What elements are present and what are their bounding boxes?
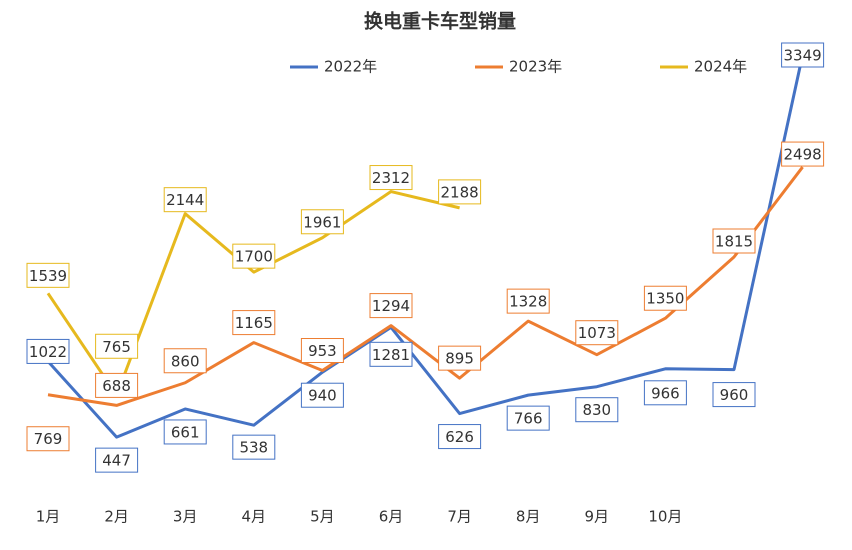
data-label-box: [438, 345, 482, 371]
data-label-box: [163, 419, 207, 445]
x-tick-label: 8月: [516, 508, 541, 526]
data-label: 953: [308, 342, 337, 360]
data-label: 688: [102, 377, 131, 395]
data-label-box: [643, 285, 687, 311]
data-label: 1815: [715, 232, 753, 250]
legend-label: 2023年: [509, 58, 562, 76]
data-label-box: [95, 372, 139, 398]
data-label-box: [369, 341, 413, 367]
chart-title: 换电重卡车型销量: [364, 10, 516, 33]
data-label-box: [712, 228, 756, 254]
data-label-box: [26, 338, 70, 364]
data-label-box: [95, 447, 139, 473]
data-label: 1165: [235, 314, 273, 332]
x-tick-label: 2月: [104, 508, 129, 526]
data-label: 1539: [29, 267, 67, 285]
data-label-box: [438, 424, 482, 450]
data-label: 765: [102, 338, 131, 356]
data-label: 1350: [646, 290, 684, 308]
data-label-box: [781, 141, 825, 167]
data-label-box: [575, 397, 619, 423]
data-label-box: [95, 333, 139, 359]
x-tick-label: 6月: [379, 508, 404, 526]
legend-label: 2024年: [694, 58, 747, 76]
data-label-box: [300, 209, 344, 235]
data-label: 661: [171, 423, 200, 441]
data-label-box: [438, 179, 482, 205]
data-label: 1022: [29, 343, 67, 361]
data-label: 2144: [166, 191, 204, 209]
data-label: 2498: [784, 146, 822, 164]
data-label: 1281: [372, 346, 410, 364]
data-label: 769: [34, 430, 63, 448]
data-label-box: [506, 405, 550, 431]
data-label-box: [232, 243, 276, 269]
data-label: 830: [582, 401, 611, 419]
data-label-box: [575, 320, 619, 346]
data-label-box: [643, 380, 687, 406]
data-label-box: [232, 434, 276, 460]
data-label-box: [232, 310, 276, 336]
data-label-box: [163, 348, 207, 374]
x-tick-label: 4月: [242, 508, 267, 526]
data-label-box: [506, 288, 550, 314]
x-tick-label: 10月: [648, 508, 682, 526]
data-label: 1073: [578, 324, 616, 342]
series-line: [46, 54, 805, 439]
x-tick-label: 7月: [447, 508, 472, 526]
legend-label: 2022年: [324, 58, 377, 76]
data-label: 538: [239, 439, 268, 457]
data-label: 960: [720, 386, 749, 404]
data-label-box: [712, 382, 756, 408]
data-label: 447: [102, 452, 131, 470]
data-label: 966: [651, 384, 680, 402]
data-label-box: [26, 426, 70, 452]
data-label: 1700: [235, 248, 273, 266]
data-label-box: [369, 293, 413, 319]
data-label: 860: [171, 352, 200, 370]
data-label-box: [781, 42, 825, 68]
data-label: 3349: [784, 47, 822, 65]
x-tick-label: 1月: [36, 508, 61, 526]
x-tick-label: 5月: [310, 508, 335, 526]
data-label: 2188: [441, 183, 479, 201]
data-label-box: [26, 262, 70, 288]
data-label: 2312: [372, 169, 410, 187]
data-label: 940: [308, 387, 337, 405]
data-label: 1328: [509, 293, 547, 311]
x-tick-label: 3月: [173, 508, 198, 526]
x-tick-label: 9月: [585, 508, 610, 526]
data-label: 895: [445, 350, 474, 368]
data-label-box: [300, 382, 344, 408]
data-label: 626: [445, 428, 474, 446]
data-label-box: [300, 338, 344, 364]
data-label: 1961: [303, 213, 341, 231]
data-label-box: [163, 187, 207, 213]
data-label: 766: [514, 410, 543, 428]
data-label: 1294: [372, 297, 410, 315]
data-label-box: [369, 165, 413, 191]
